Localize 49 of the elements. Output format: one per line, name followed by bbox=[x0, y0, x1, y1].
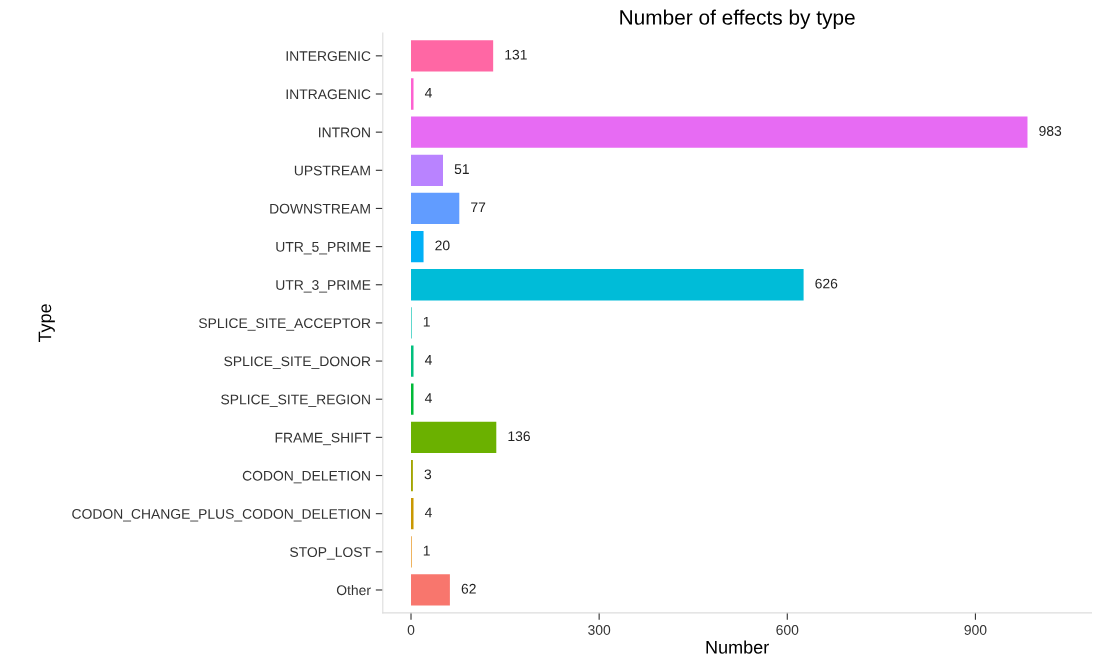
x-tick-label: 0 bbox=[407, 625, 415, 635]
y-tick-label: UPSTREAM bbox=[294, 165, 370, 176]
data-label: 626 bbox=[815, 278, 838, 289]
data-label: 20 bbox=[435, 240, 450, 251]
data-label: 4 bbox=[424, 355, 432, 365]
bar bbox=[411, 383, 414, 415]
bar bbox=[411, 269, 804, 301]
data-label: 1 bbox=[423, 545, 430, 556]
y-tick-label: CODON_CHANGE_PLUS_CODON_DELETION bbox=[72, 509, 370, 522]
bar bbox=[411, 498, 414, 530]
y-tick-label: Other bbox=[336, 584, 371, 596]
y-tick-label: CODON_DELETION bbox=[242, 470, 370, 484]
data-label: 4 bbox=[424, 393, 432, 403]
x-tick-label: 600 bbox=[776, 625, 799, 635]
data-label: 4 bbox=[424, 507, 432, 518]
x-axis-title: Number bbox=[706, 640, 769, 654]
y-tick-label: UTR_5_PRIME bbox=[276, 242, 371, 255]
y-tick-label: INTERGENIC bbox=[286, 51, 371, 62]
x-tick-label: 900 bbox=[964, 625, 987, 635]
data-label: 4 bbox=[424, 88, 432, 98]
y-tick-label: DOWNSTREAM bbox=[270, 203, 370, 214]
bar bbox=[411, 192, 460, 225]
y-tick-label: UTR_3_PRIME bbox=[276, 280, 371, 293]
data-label: 77 bbox=[471, 202, 486, 213]
y-axis-title: Type bbox=[38, 304, 55, 343]
data-label: 62 bbox=[461, 583, 476, 594]
bar bbox=[411, 78, 414, 110]
y-tick-label: SPLICE_SITE_ACCEPTOR bbox=[198, 318, 371, 331]
bar bbox=[411, 345, 414, 377]
y-tick-label: INTRAGENIC bbox=[286, 89, 371, 100]
y-tick-label: STOP_LOST bbox=[290, 547, 371, 560]
data-label: 131 bbox=[505, 49, 527, 60]
chart-title: Number of effects by type bbox=[620, 9, 855, 29]
data-label: 983 bbox=[1039, 126, 1062, 136]
x-tick-label: 300 bbox=[588, 625, 611, 635]
bar bbox=[411, 574, 450, 606]
y-tick-label: SPLICE_SITE_REGION bbox=[221, 394, 370, 408]
bar bbox=[411, 40, 494, 72]
bar bbox=[411, 421, 497, 454]
data-label: 1 bbox=[423, 316, 430, 327]
bar bbox=[411, 116, 1028, 148]
data-label: 51 bbox=[454, 164, 469, 175]
bar bbox=[411, 230, 424, 263]
y-tick-label: INTRON bbox=[319, 127, 370, 138]
y-tick-label: FRAME_SHIFT bbox=[275, 432, 371, 446]
y-tick-label: SPLICE_SITE_DONOR bbox=[224, 356, 371, 369]
data-label: 136 bbox=[508, 431, 530, 442]
data-label: 3 bbox=[424, 469, 432, 480]
bar bbox=[411, 154, 443, 186]
